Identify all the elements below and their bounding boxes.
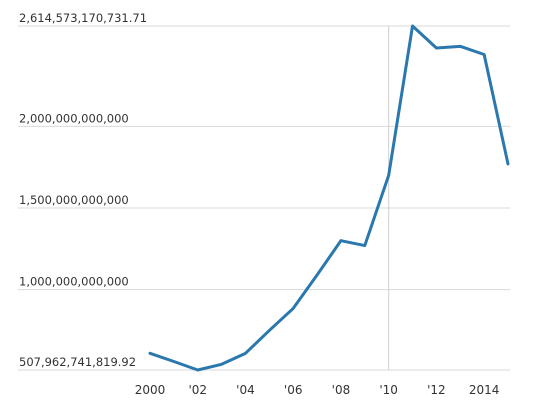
y-tick-label: 1,000,000,000,000 bbox=[19, 275, 129, 289]
data-point[interactable] bbox=[337, 237, 345, 245]
y-tick-label: 2,614,573,170,731.71 bbox=[19, 11, 147, 25]
data-point[interactable] bbox=[313, 271, 321, 279]
y-axis-tick-labels: 2,614,573,170,731.71 2,000,000,000,000 1,5… bbox=[19, 11, 147, 369]
x-tick-label: 2000 bbox=[135, 383, 166, 397]
data-point[interactable] bbox=[265, 326, 273, 334]
data-point[interactable] bbox=[146, 349, 154, 357]
series-group bbox=[146, 22, 512, 374]
x-tick-label: '12 bbox=[427, 383, 446, 397]
data-point[interactable] bbox=[289, 304, 297, 312]
grid-lines bbox=[18, 25, 510, 371]
x-tick-label: '10 bbox=[379, 383, 398, 397]
y-tick-label: 2,000,000,000,000 bbox=[19, 111, 129, 125]
data-point[interactable] bbox=[504, 160, 512, 168]
data-point[interactable] bbox=[385, 171, 393, 179]
data-point[interactable] bbox=[241, 349, 249, 357]
data-point[interactable] bbox=[194, 366, 202, 374]
data-point[interactable] bbox=[409, 22, 417, 30]
data-point[interactable] bbox=[456, 42, 464, 50]
x-axis-tick-labels: 2000 '02 '04 '06 '08 '10 '12 2014 bbox=[135, 383, 500, 397]
x-tick-label: '08 bbox=[332, 383, 351, 397]
x-tick-label: '04 bbox=[236, 383, 255, 397]
y-tick-label: 1,500,000,000,000 bbox=[19, 193, 129, 207]
x-tick-label: 2014 bbox=[469, 383, 500, 397]
data-point[interactable] bbox=[361, 242, 369, 250]
y-tick-label: 507,962,741,819.92 bbox=[19, 355, 136, 369]
series-line bbox=[148, 24, 510, 372]
data-point[interactable] bbox=[170, 358, 178, 366]
data-point[interactable] bbox=[218, 360, 226, 368]
x-tick-label: '06 bbox=[284, 383, 303, 397]
data-point[interactable] bbox=[432, 44, 440, 52]
data-point[interactable] bbox=[480, 51, 488, 59]
x-tick-label: '02 bbox=[188, 383, 207, 397]
